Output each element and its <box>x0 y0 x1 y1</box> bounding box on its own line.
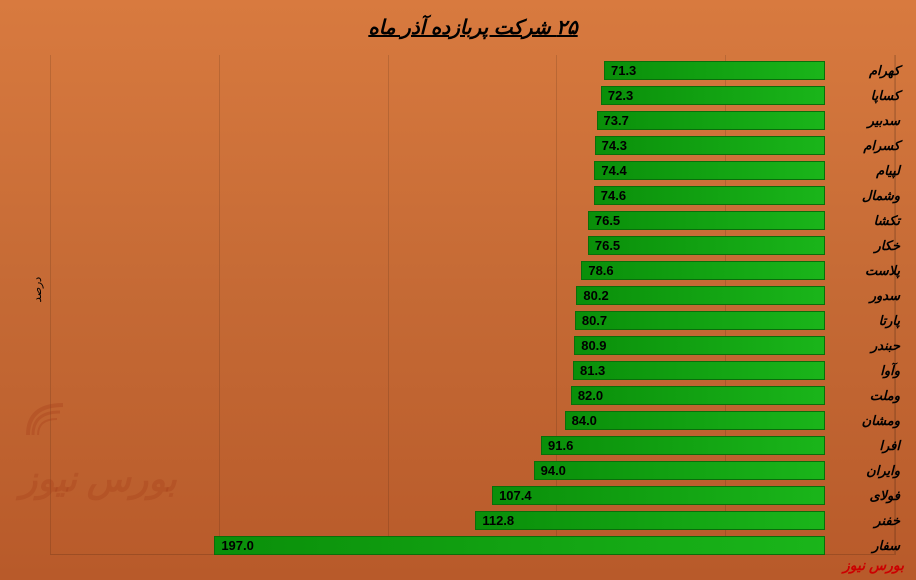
bar-label: تکشا <box>830 213 900 229</box>
bar-value: 74.4 <box>601 163 626 178</box>
bar-value: 72.3 <box>608 88 633 103</box>
bar-label: وایران <box>830 463 900 479</box>
bar: 112.8 <box>475 511 825 530</box>
bar-value: 71.3 <box>611 63 636 78</box>
bar-label: سدبیر <box>830 113 900 129</box>
bar-value: 197.0 <box>221 538 254 553</box>
bar: 74.3 <box>595 136 825 155</box>
bar: 94.0 <box>534 461 825 480</box>
bar-value: 76.5 <box>595 238 620 253</box>
bar-label: ومشان <box>830 413 900 429</box>
bar-label: پلاست <box>830 263 900 279</box>
bars-group: کهرام71.3 کساپا72.3 سدبیر73.7 کسرام74.3 لپیا… <box>50 60 825 556</box>
bar-value: 78.6 <box>588 263 613 278</box>
bar-label: پارتا <box>830 313 900 329</box>
bar: 71.3 <box>604 61 825 80</box>
bar-row: خفنر112.8 <box>50 510 825 531</box>
bar-row: حبندر80.9 <box>50 335 825 356</box>
bar-value: 76.5 <box>595 213 620 228</box>
bar-value: 91.6 <box>548 438 573 453</box>
bar-value: 74.3 <box>602 138 627 153</box>
plot-area: کهرام71.3 کساپا72.3 سدبیر73.7 کسرام74.3 لپیا… <box>50 55 896 555</box>
bar-row: وایران94.0 <box>50 460 825 481</box>
bar: 107.4 <box>492 486 825 505</box>
bar-label: فولای <box>830 488 900 504</box>
bar-value: 74.6 <box>601 188 626 203</box>
bar-label: کساپا <box>830 88 900 104</box>
bar-label: وشمال <box>830 188 900 204</box>
bar-label: سدور <box>830 288 900 304</box>
bar-label: کهرام <box>830 63 900 79</box>
bar-row: وملت82.0 <box>50 385 825 406</box>
bar-row: پلاست78.6 <box>50 260 825 281</box>
bar: 74.6 <box>594 186 825 205</box>
bar-value: 84.0 <box>572 413 597 428</box>
bar: 74.4 <box>594 161 825 180</box>
y-axis-label: درصد <box>31 277 44 302</box>
bar: 82.0 <box>571 386 825 405</box>
bar: 91.6 <box>541 436 825 455</box>
bar-row: ومشان84.0 <box>50 410 825 431</box>
bar: 76.5 <box>588 236 825 255</box>
bar-label: کسرام <box>830 138 900 154</box>
bar-value: 112.8 <box>482 513 514 528</box>
bar-value: 73.7 <box>604 113 629 128</box>
chart-container: ۲۵ شرکت پربازده آذر ماه کهرام71.3کساپا72… <box>0 0 916 580</box>
bar-row: کساپا72.3 <box>50 85 825 106</box>
bar-row: سدبیر73.7 <box>50 110 825 131</box>
bar-row: افرا91.6 <box>50 435 825 456</box>
bar-value: 80.2 <box>583 288 608 303</box>
bar-label: وآوا <box>830 363 900 379</box>
bar-row: سدور80.2 <box>50 285 825 306</box>
bar: 78.6 <box>581 261 825 280</box>
bar-label: لپیام <box>830 163 900 179</box>
bar: 76.5 <box>588 211 825 230</box>
bar-label: خکار <box>830 238 900 254</box>
bar: 84.0 <box>565 411 825 430</box>
bar-row: وآوا81.3 <box>50 360 825 381</box>
bar-label: وملت <box>830 388 900 404</box>
chart-title: ۲۵ شرکت پربازده آذر ماه <box>50 15 896 40</box>
bar-row: کهرام71.3 <box>50 60 825 81</box>
gridline <box>894 55 895 554</box>
bar-value: 81.3 <box>580 363 605 378</box>
bar: 80.2 <box>576 286 825 305</box>
bar-value: 82.0 <box>578 388 603 403</box>
bar-row: فولای107.4 <box>50 485 825 506</box>
bar: 197.0 <box>214 536 825 555</box>
bar-label: خفنر <box>830 513 900 529</box>
bar-label: حبندر <box>830 338 900 354</box>
bar-row: کسرام74.3 <box>50 135 825 156</box>
bar-value: 94.0 <box>541 463 566 478</box>
bar-label: افرا <box>830 438 900 454</box>
bar-value: 107.4 <box>499 488 532 503</box>
bar: 72.3 <box>601 86 825 105</box>
footer-brand: بورس نيوز <box>843 557 904 574</box>
bar-row: سفار197.0 <box>50 535 825 556</box>
bar: 81.3 <box>573 361 825 380</box>
bar-value: 80.7 <box>582 313 607 328</box>
bar-row: تکشا76.5 <box>50 210 825 231</box>
bar-row: خکار76.5 <box>50 235 825 256</box>
bar: 80.9 <box>574 336 825 355</box>
bar-row: وشمال74.6 <box>50 185 825 206</box>
bar-label: سفار <box>830 538 900 554</box>
bar-row: لپیام74.4 <box>50 160 825 181</box>
bar-value: 80.9 <box>581 338 606 353</box>
bar-row: پارتا80.7 <box>50 310 825 331</box>
bar: 73.7 <box>597 111 825 130</box>
bar: 80.7 <box>575 311 825 330</box>
